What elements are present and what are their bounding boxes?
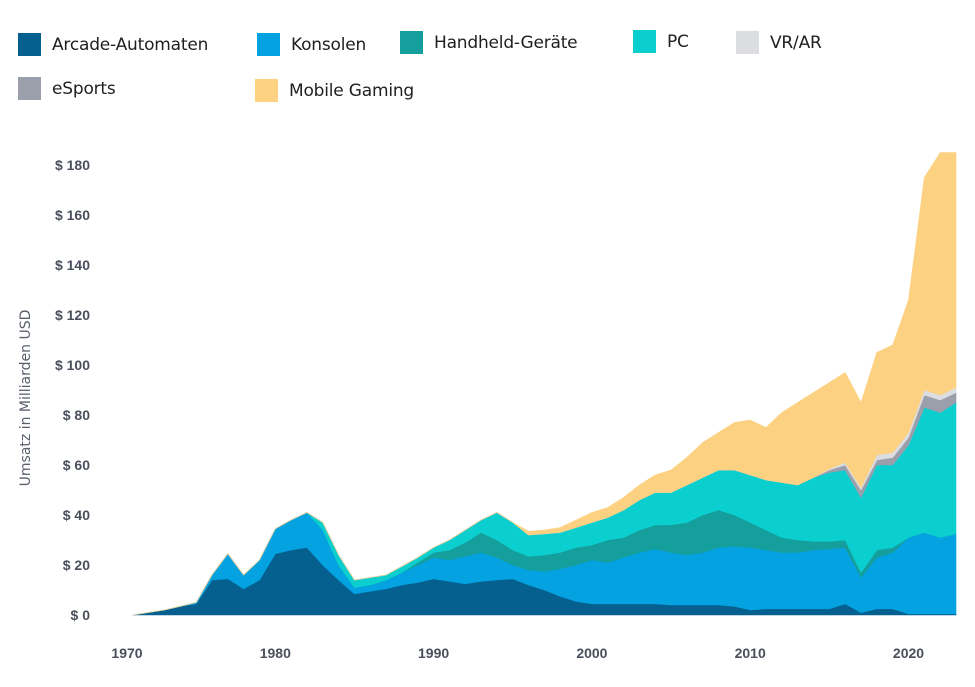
y-axis-label: Umsatz in Milliarden USD: [18, 310, 34, 487]
legend-label-konsolen: Konsolen: [291, 34, 367, 55]
y-tick-label: $ 140: [55, 257, 90, 273]
legend-swatch-arcade: [18, 33, 41, 56]
legend-label-esports: eSports: [52, 78, 116, 99]
legend-item-pc: PC: [633, 30, 689, 53]
area-layers: [132, 152, 957, 616]
x-tick-label: 2020: [893, 645, 924, 661]
legend-item-arcade: Arcade-Automaten: [18, 33, 208, 56]
y-tick-label: $ 20: [63, 557, 90, 573]
x-tick-label: 1980: [260, 645, 291, 661]
legend-swatch-konsolen: [257, 33, 280, 56]
legend-item-handheld: Handheld-Geräte: [400, 31, 578, 54]
legend-swatch-vrar: [736, 31, 759, 54]
y-tick-label: $ 0: [71, 607, 91, 623]
y-tick-label: $ 180: [55, 157, 90, 173]
legend-label-pc: PC: [667, 31, 689, 52]
area-mobile-gaming: [132, 152, 957, 616]
legend-swatch-handheld: [400, 31, 423, 54]
legend-label-vrar: VR/AR: [770, 32, 822, 53]
y-tick-label: $ 60: [63, 457, 90, 473]
legend-item-vrar: VR/AR: [736, 31, 822, 54]
x-tick-label: 1970: [111, 645, 142, 661]
y-tick-label: $ 40: [63, 507, 90, 523]
x-tick-label: 2000: [576, 645, 607, 661]
legend-label-handheld: Handheld-Geräte: [434, 32, 578, 53]
legend-swatch-mobile: [255, 79, 278, 102]
legend-label-arcade: Arcade-Automaten: [52, 34, 209, 55]
x-tick-label: 1990: [418, 645, 449, 661]
chart-legend: Arcade-Automaten Konsolen Handheld-Gerät…: [0, 0, 975, 120]
legend-label-mobile: Mobile Gaming: [289, 80, 415, 101]
legend-item-esports: eSports: [18, 77, 116, 100]
y-tick-label: $ 160: [55, 207, 90, 223]
x-axis-ticks: 1970 1980 1990 2000 2010 2020: [111, 645, 924, 661]
legend-swatch-pc: [633, 30, 656, 53]
y-axis-ticks: $ 0 $ 20 $ 40 $ 60 $ 80 $ 100 $ 120 $ 140 $ 160 $…: [55, 157, 90, 623]
y-tick-label: $ 120: [55, 307, 90, 323]
y-tick-label: $ 80: [63, 407, 90, 423]
x-tick-label: 2010: [735, 645, 766, 661]
legend-item-mobile: Mobile Gaming: [255, 79, 414, 102]
legend-item-konsolen: Konsolen: [257, 33, 366, 56]
y-tick-label: $ 100: [55, 357, 90, 373]
legend-swatch-esports: [18, 77, 41, 100]
